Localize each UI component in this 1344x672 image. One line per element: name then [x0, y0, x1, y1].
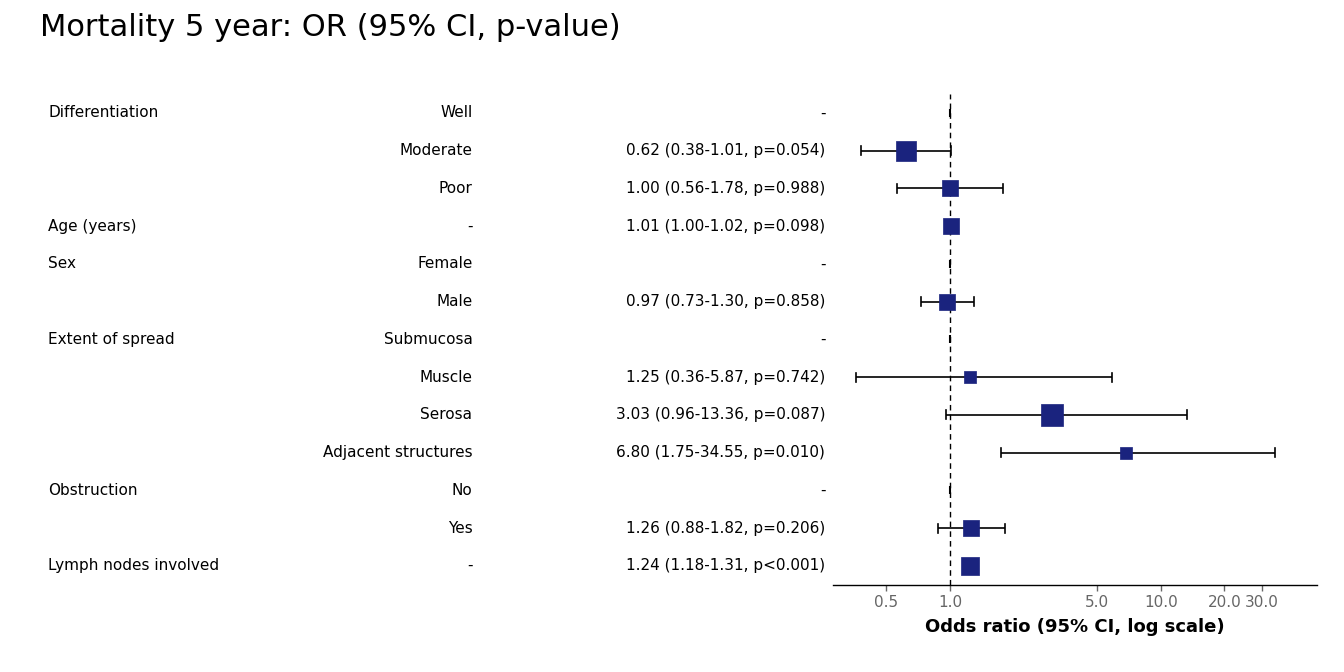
Text: 0.97 (0.73-1.30, p=0.858): 0.97 (0.73-1.30, p=0.858): [626, 294, 825, 309]
Point: [960, 372, 981, 382]
Text: Female: Female: [417, 257, 473, 271]
Text: Extent of spread: Extent of spread: [48, 332, 175, 347]
Text: Male: Male: [437, 294, 473, 309]
Text: Adjacent structures: Adjacent structures: [323, 445, 473, 460]
Text: Age (years): Age (years): [48, 218, 137, 234]
Point: [895, 145, 917, 156]
Text: No: No: [452, 482, 473, 498]
Text: 0.62 (0.38-1.01, p=0.054): 0.62 (0.38-1.01, p=0.054): [626, 143, 825, 158]
Text: -: -: [820, 482, 825, 498]
Text: Sex: Sex: [48, 257, 77, 271]
Text: 6.80 (1.75-34.55, p=0.010): 6.80 (1.75-34.55, p=0.010): [617, 445, 825, 460]
Text: 1.00 (0.56-1.78, p=0.988): 1.00 (0.56-1.78, p=0.988): [626, 181, 825, 196]
Text: Obstruction: Obstruction: [48, 482, 137, 498]
Point: [939, 221, 961, 232]
Text: Yes: Yes: [448, 521, 473, 536]
Point: [939, 183, 961, 194]
Text: -: -: [820, 106, 825, 120]
Text: Moderate: Moderate: [399, 143, 473, 158]
Text: 3.03 (0.96-13.36, p=0.087): 3.03 (0.96-13.36, p=0.087): [616, 407, 825, 422]
Point: [961, 523, 982, 534]
Text: Mortality 5 year: OR (95% CI, p-value): Mortality 5 year: OR (95% CI, p-value): [40, 13, 621, 42]
Text: Serosa: Serosa: [421, 407, 473, 422]
Text: Muscle: Muscle: [419, 370, 473, 384]
Text: -: -: [466, 558, 473, 573]
Text: -: -: [820, 332, 825, 347]
Text: Well: Well: [441, 106, 473, 120]
Point: [937, 296, 958, 307]
Text: -: -: [820, 257, 825, 271]
Text: Poor: Poor: [438, 181, 473, 196]
Text: 1.01 (1.00-1.02, p=0.098): 1.01 (1.00-1.02, p=0.098): [626, 218, 825, 234]
Point: [1040, 409, 1062, 420]
X-axis label: Odds ratio (95% CI, log scale): Odds ratio (95% CI, log scale): [926, 618, 1224, 636]
Text: -: -: [466, 218, 473, 234]
Point: [958, 560, 980, 571]
Text: 1.24 (1.18-1.31, p<0.001): 1.24 (1.18-1.31, p<0.001): [626, 558, 825, 573]
Text: Lymph nodes involved: Lymph nodes involved: [48, 558, 219, 573]
Point: [1114, 447, 1136, 458]
Text: Submucosa: Submucosa: [383, 332, 473, 347]
Text: Differentiation: Differentiation: [48, 106, 159, 120]
Text: 1.26 (0.88-1.82, p=0.206): 1.26 (0.88-1.82, p=0.206): [626, 521, 825, 536]
Text: 1.25 (0.36-5.87, p=0.742): 1.25 (0.36-5.87, p=0.742): [626, 370, 825, 384]
